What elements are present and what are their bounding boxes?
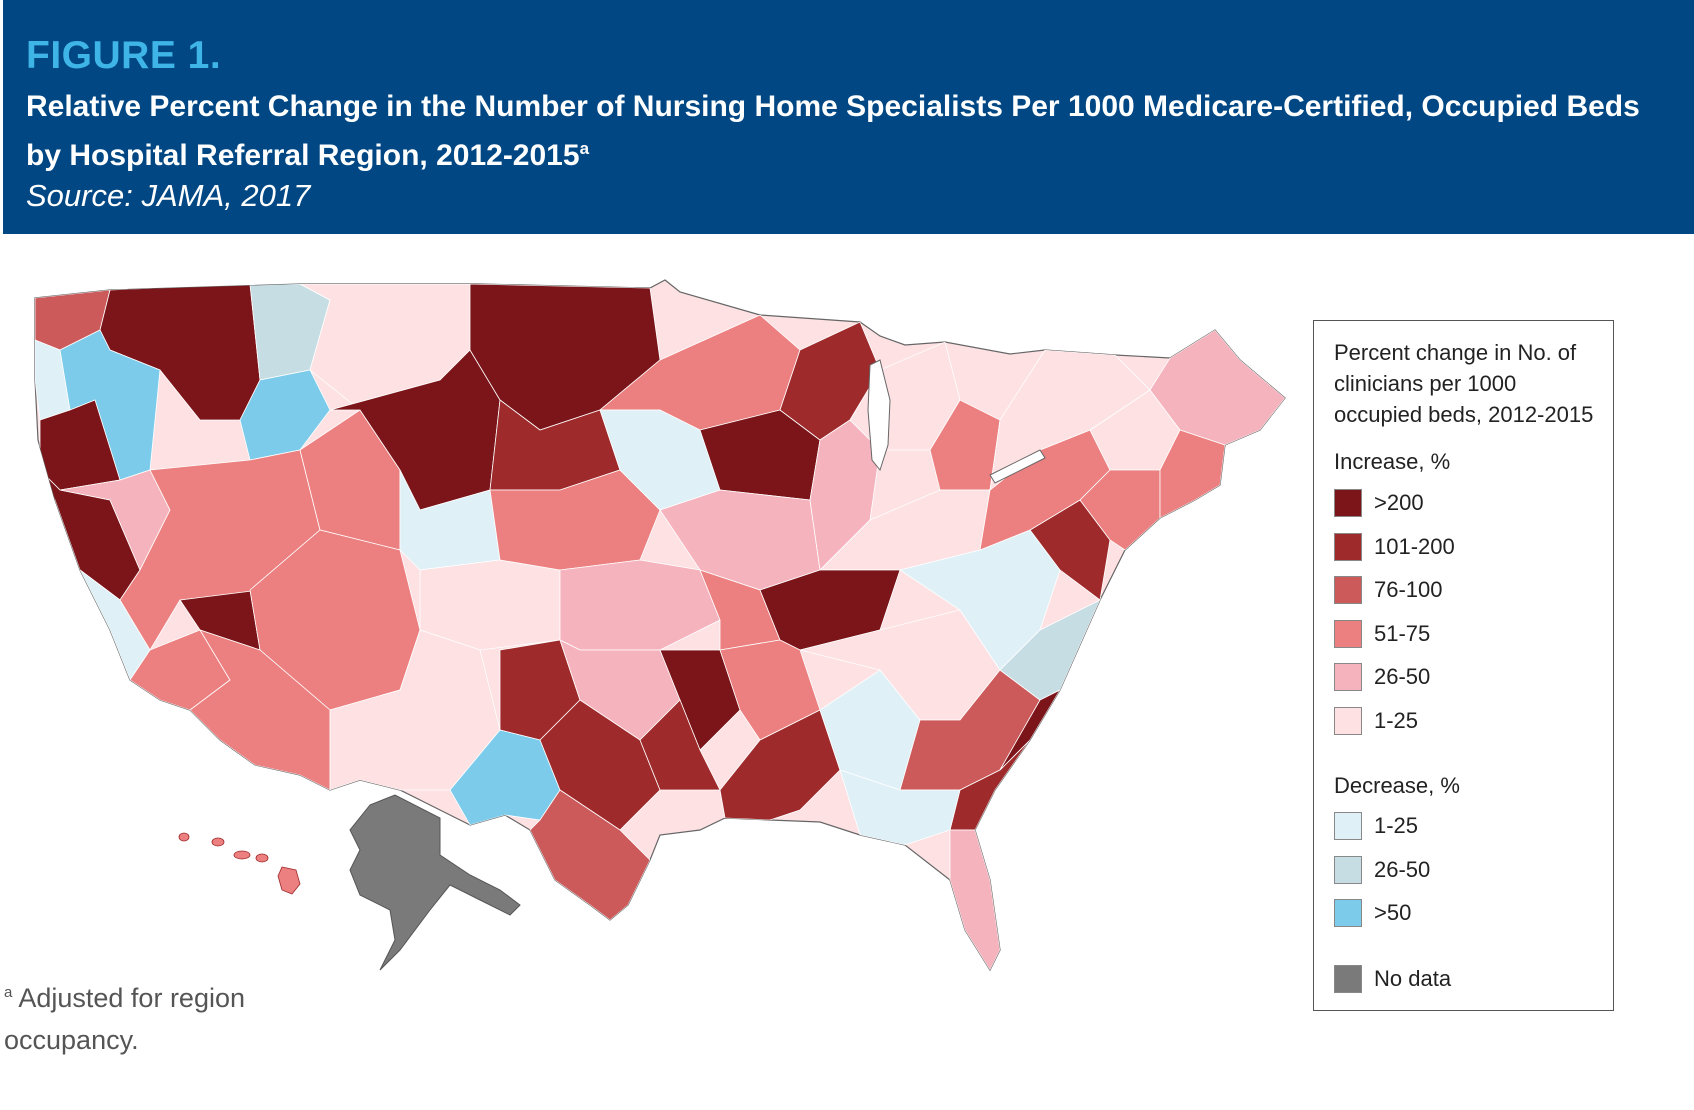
legend-item-increase-3: 51-75: [1334, 619, 1430, 649]
legend-swatch: [1334, 812, 1362, 840]
legend-item-increase-5: 1-25: [1334, 706, 1418, 736]
title-banner: FIGURE 1. Relative Percent Change in the…: [3, 0, 1694, 234]
legend-item-decrease-1: 26-50: [1334, 855, 1430, 885]
lake-erie: [989, 449, 1046, 484]
legend-item-increase-0: >200: [1334, 488, 1424, 518]
legend-heading: Percent change in No. of clinicians per …: [1334, 340, 1594, 427]
legend-swatch: [1334, 532, 1362, 561]
legend-swatch: [1334, 855, 1362, 884]
legend-item-label: 51-75: [1374, 620, 1431, 646]
legend-item-decrease-2: >50: [1334, 898, 1411, 928]
hawaii-islands: [178, 832, 301, 895]
legend-swatch-no-data: [1334, 965, 1362, 993]
footnote-marker: a: [4, 984, 13, 1001]
footnote: a Adjusted for region occupancy.: [4, 972, 264, 1061]
figure-title-text: Relative Percent Change in the Number of…: [26, 90, 1640, 172]
legend-item-decrease-0: 1-25: [1334, 811, 1418, 841]
lake-michigan: [867, 359, 891, 472]
legend-item-label: 26-50: [1374, 664, 1431, 689]
legend-swatch: [1334, 619, 1362, 648]
alaska-outline: [349, 794, 521, 971]
legend-item-label: 101-200: [1374, 533, 1455, 559]
legend-decrease-label: Decrease, %: [1334, 773, 1460, 798]
legend-item-label: 1-25: [1374, 707, 1419, 733]
legend-swatch: [1334, 489, 1362, 517]
map-legend: Percent change in No. of clinicians per …: [1313, 320, 1614, 1011]
figure-label: FIGURE 1.: [26, 34, 222, 77]
legend-item-label: >50: [1374, 900, 1412, 925]
footnote-text: Adjusted for region occupancy.: [4, 983, 245, 1055]
hospital-referral-regions: [35, 283, 1285, 970]
legend-item-label: >200: [1374, 490, 1424, 515]
legend-item-no-data: No data: [1334, 964, 1451, 994]
legend-item-label: 76-100: [1374, 577, 1443, 602]
legend-swatch: [1334, 899, 1362, 927]
legend-item-label: 1-25: [1374, 813, 1419, 838]
legend-swatch: [1334, 663, 1362, 691]
legend-increase-label: Increase, %: [1334, 449, 1451, 474]
figure-title: Relative Percent Change in the Number of…: [26, 86, 1646, 177]
legend-swatch: [1334, 576, 1362, 604]
figure-source: Source: JAMA, 2017: [26, 178, 311, 213]
title-footnote-marker: a: [579, 139, 590, 158]
legend-item-increase-4: 26-50: [1334, 662, 1430, 692]
legend-item-label: No data: [1374, 966, 1452, 991]
legend-item-increase-1: 101-200: [1334, 532, 1455, 562]
legend-item-increase-2: 76-100: [1334, 575, 1443, 605]
choropleth-map: [0, 270, 1320, 1070]
legend-item-label: 26-50: [1374, 856, 1431, 882]
legend-swatch: [1334, 706, 1362, 735]
